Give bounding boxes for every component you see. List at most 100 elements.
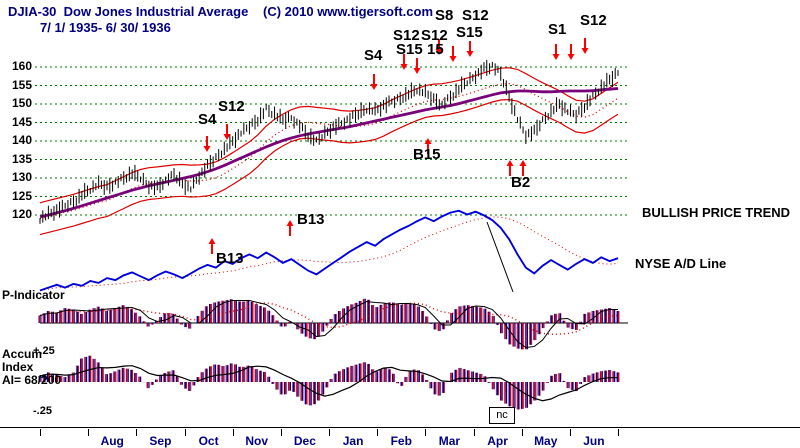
accum-index-bar	[221, 366, 225, 382]
accum-index-bar	[159, 376, 163, 382]
buy-signal-label: B13	[216, 250, 244, 267]
p-indicator-label: P-Indicator	[2, 288, 65, 302]
p-indicator-bar	[379, 304, 383, 323]
p-indicator-bar	[312, 323, 316, 340]
accum-index-bar	[574, 382, 578, 392]
month-label: Aug	[100, 434, 124, 448]
month-tick	[521, 429, 523, 436]
copyright-text: (C) 2010 www.tigersoft.com	[263, 4, 433, 19]
accum-index-bar	[512, 382, 516, 409]
p-indicator-bar	[92, 308, 96, 323]
sell-arrow-head	[370, 84, 378, 90]
dotted-ma-line	[39, 83, 619, 220]
p-indicator-bar	[466, 305, 470, 323]
p-indicator-bar	[437, 323, 441, 331]
p-indicator-bar	[50, 311, 54, 323]
p-indicator-bar	[566, 323, 570, 328]
p-indicator-bar	[59, 310, 63, 323]
price-tick-label: 135	[11, 151, 32, 166]
accum-index-bar	[254, 369, 258, 382]
accum-index-bar	[238, 366, 242, 382]
accum-index-bar	[184, 382, 188, 389]
accum-index-bar	[458, 367, 462, 382]
buy-arrow-head	[286, 220, 294, 226]
month-label: Sep	[149, 434, 172, 448]
p-indicator-bar	[233, 299, 237, 323]
accum-index-bar	[383, 368, 387, 382]
p-indicator-bar	[383, 303, 387, 323]
p-indicator-bar	[283, 323, 287, 327]
nc-flag-text: nc	[496, 409, 508, 421]
bullish-trend-label: BULLISH PRICE TREND	[642, 205, 791, 220]
accum-index-bar	[96, 362, 100, 382]
p-indicator-bar	[562, 320, 566, 323]
accum-index-bar	[196, 377, 200, 382]
p-indicator-bar	[175, 318, 179, 323]
accum-index-bar	[554, 374, 558, 382]
p-indicator-bar	[329, 318, 333, 323]
month-tick	[473, 429, 475, 436]
p-indicator-bar	[504, 323, 508, 340]
month-axis: Aug Sep Oct Nov Dec Jan Feb Mar Apr May Jun	[0, 427, 800, 448]
accum-index-bar	[59, 375, 63, 382]
accum-index-bar	[429, 382, 433, 389]
ad-trend-break-line	[486, 221, 514, 293]
month-tick	[618, 429, 619, 436]
month-label: Apr	[487, 434, 508, 448]
p-indicator-bar	[537, 323, 541, 335]
accum-index-bar	[233, 364, 237, 382]
price-tick-label: 150	[11, 96, 32, 110]
month-tick	[184, 429, 186, 436]
price-tick-label: 145	[11, 114, 32, 129]
accum-index-bar	[229, 363, 233, 382]
p-indicator-bar	[608, 308, 612, 323]
sell-arrow-head	[203, 146, 211, 152]
sell-arrow-head	[400, 64, 408, 70]
month-label: Feb	[390, 434, 412, 448]
accum-index-bar	[604, 370, 608, 382]
accum-index-bar	[167, 371, 171, 382]
accum-index-bar	[283, 382, 287, 395]
accum-index-bar	[587, 375, 591, 382]
accum-index-bar	[258, 370, 262, 382]
accum-index-bar	[242, 366, 246, 382]
accum-index-bar	[213, 364, 217, 382]
p-indicator-bar	[375, 307, 379, 323]
p-indicator-bar	[421, 311, 425, 323]
accum-index-bar	[150, 382, 154, 385]
p-indicator-bar	[333, 314, 337, 323]
accum-index-bar	[595, 372, 599, 382]
sell-arrow-head	[567, 54, 575, 60]
p-indicator-bar	[287, 321, 291, 323]
accum-index-bar	[117, 369, 121, 382]
accum-index-bar	[425, 379, 429, 382]
accum-index-bar	[408, 370, 412, 382]
p-indicator-bar	[275, 320, 279, 323]
accum-index-bar	[300, 382, 304, 401]
p-indicator-bar	[88, 309, 92, 323]
sell-signal-label: 15	[427, 41, 444, 58]
sell-arrow-head	[552, 54, 560, 60]
sell-signal-label: S12	[218, 98, 245, 115]
sell-arrow-head	[223, 134, 231, 140]
p-indicator-bar	[587, 312, 591, 323]
accum-index-bar	[570, 382, 574, 390]
p-indicator-bar	[46, 311, 50, 323]
accum-index-line	[39, 365, 618, 402]
p-indicator-bar	[350, 304, 354, 323]
accum-index-bar	[200, 372, 204, 382]
accum-index-bar	[541, 382, 545, 391]
month-tick	[329, 429, 330, 436]
p-indicator-bar	[254, 304, 258, 323]
accum-index-bar	[125, 368, 129, 382]
accum-index-bar	[321, 382, 325, 395]
p-indicator-bar	[71, 309, 75, 323]
p-indicator-bar	[325, 323, 329, 326]
month-tick	[569, 429, 571, 436]
p-indicator-bar	[591, 310, 595, 323]
accum-index-bar	[138, 376, 142, 382]
p-indicator-bar	[250, 301, 254, 323]
accum-index-bar	[250, 366, 254, 382]
